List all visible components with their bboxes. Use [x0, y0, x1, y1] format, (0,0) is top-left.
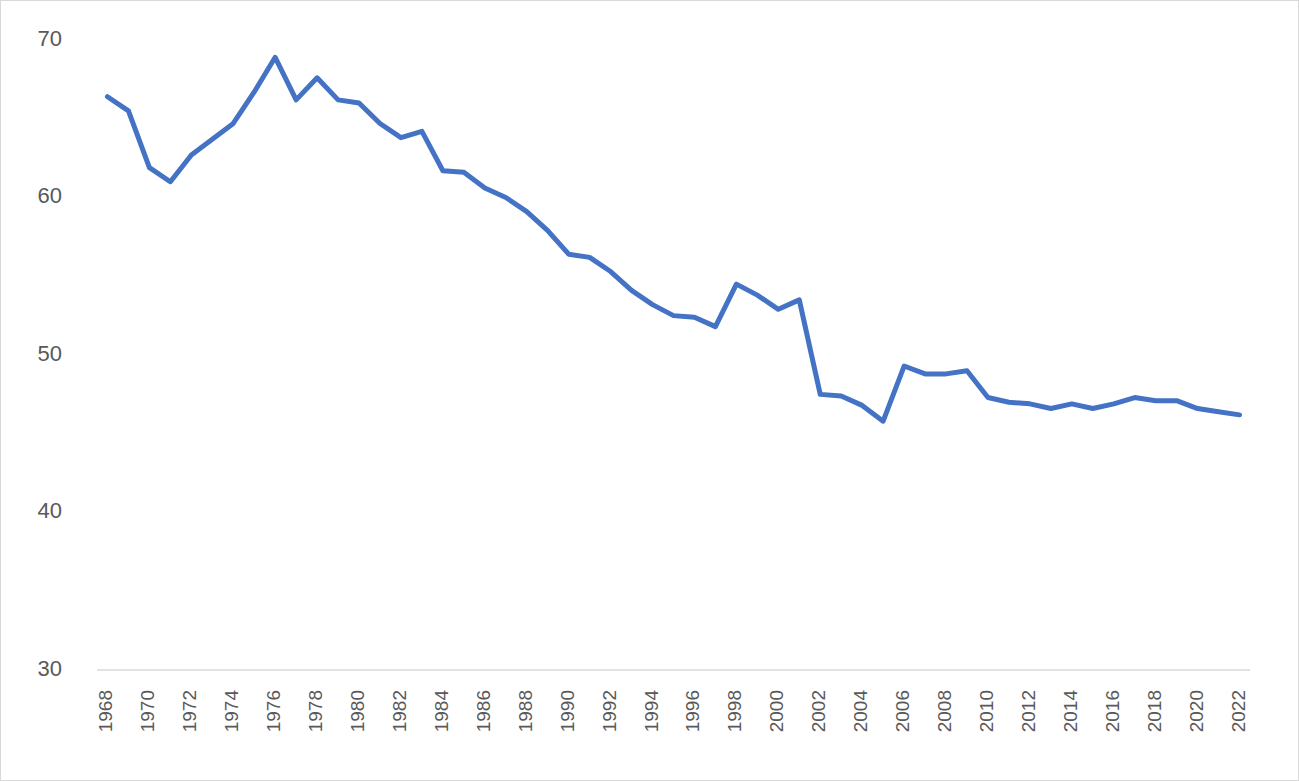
y-tick-label: 40: [38, 498, 62, 523]
x-tick-label: 1968: [95, 690, 116, 732]
chart: 30 40 50 60 70 1968 1970 1972 1974 1976 1978 1980 19…: [0, 0, 1299, 781]
x-tick-label: 1972: [179, 690, 200, 732]
x-tick-label: 1978: [305, 690, 326, 732]
x-tick-label: 1982: [389, 690, 410, 732]
x-tick-label: 1990: [557, 690, 578, 732]
x-tick-label: 2016: [1102, 690, 1123, 732]
x-tick-label: 1996: [682, 690, 703, 732]
y-tick-label: 50: [38, 341, 62, 366]
x-tick-label: 1998: [724, 690, 745, 732]
x-tick-label: 1988: [515, 690, 536, 732]
chart-container: {"chart_data": {"type": "line", "color":…: [0, 0, 1299, 781]
x-tick-label: 2020: [1186, 690, 1207, 732]
x-tick-label: 1970: [137, 690, 158, 732]
x-tick-label: 2004: [850, 690, 871, 733]
y-tick-label: 70: [38, 26, 62, 51]
x-axis-line: [97, 669, 1250, 671]
data-line: [107, 57, 1239, 421]
x-tick-label: 1980: [347, 690, 368, 732]
plot-area: [107, 57, 1239, 421]
x-tick-label: 1992: [599, 690, 620, 732]
x-tick-label: 1986: [473, 690, 494, 732]
x-tick-label: 1974: [221, 690, 242, 733]
x-tick-label: 2006: [892, 690, 913, 732]
y-tick-label: 60: [38, 183, 62, 208]
x-tick-label: 2002: [808, 690, 829, 732]
x-tick-label: 2018: [1144, 690, 1165, 732]
x-tick-label: 2008: [934, 690, 955, 732]
x-tick-label: 1984: [431, 690, 452, 733]
x-tick-label: 2022: [1228, 690, 1249, 732]
x-tick-label: 2000: [766, 690, 787, 732]
chart-border: [1, 1, 1299, 781]
x-tick-label: 1994: [641, 690, 662, 733]
y-tick-label: 30: [38, 656, 62, 681]
x-tick-label: 2014: [1060, 690, 1081, 733]
x-tick-label: 2012: [1018, 690, 1039, 732]
x-tick-label: 2010: [976, 690, 997, 732]
x-tick-label: 1976: [263, 690, 284, 732]
